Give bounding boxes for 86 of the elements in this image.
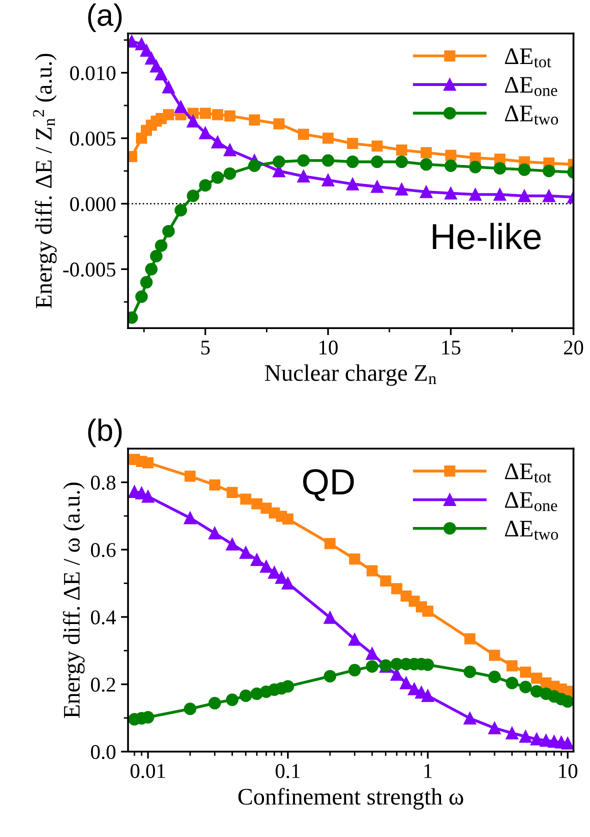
legend-label: ΔE$_{one}$ — [504, 492, 558, 512]
x-tick-label: 15 — [442, 340, 460, 355]
point — [420, 158, 432, 171]
point — [444, 159, 458, 172]
annotation: He-like — [432, 222, 541, 250]
point — [444, 186, 458, 200]
y-axis-title: Energy diff. ΔE / Z$_{n}$$^{2}$ (a.u.) — [33, 54, 57, 308]
y-axis-title: Energy diff. ΔE / ω (a.u.) — [62, 482, 85, 718]
legend-label: ΔE$_{one}$ — [504, 76, 558, 96]
x-tick-label: 10 — [559, 764, 578, 778]
point — [162, 109, 174, 120]
chart-title: (b) — [88, 418, 122, 448]
point — [272, 156, 286, 168]
point — [372, 140, 383, 152]
x-tick-label: 5 — [201, 340, 210, 355]
y-tick-label: 0.4 — [90, 610, 116, 624]
legend-label: ΔE$_{two}$ — [504, 520, 558, 540]
point — [347, 138, 358, 150]
x-axis-title: Confinement strength ω — [238, 788, 464, 810]
y-tick-label: 0.0 — [90, 745, 116, 760]
point — [346, 156, 359, 168]
x-tick-label: 0.01 — [130, 764, 165, 778]
point — [186, 190, 200, 202]
point — [445, 150, 456, 161]
point — [518, 163, 531, 176]
point — [395, 183, 408, 196]
point — [322, 132, 334, 144]
chart-title: (a) — [88, 4, 122, 32]
y-tick-label: 0.8 — [90, 476, 116, 490]
point — [297, 170, 310, 182]
x-tick-label: 20 — [564, 340, 584, 355]
point — [135, 290, 148, 303]
point — [145, 262, 158, 276]
point — [224, 110, 236, 122]
point — [469, 188, 482, 201]
legend-label: ΔE$_{two}$ — [504, 106, 558, 125]
point — [297, 154, 310, 167]
point — [396, 144, 408, 156]
point — [224, 144, 236, 156]
point — [199, 179, 212, 192]
point — [542, 164, 556, 178]
y-tick-label: 0.6 — [90, 543, 116, 558]
point — [469, 160, 482, 174]
y-tick-label: 0.000 — [70, 197, 116, 212]
point — [395, 156, 408, 168]
point — [224, 167, 236, 180]
legend-label: ΔE$_{tot}$ — [504, 464, 552, 483]
point — [346, 178, 359, 190]
point — [248, 159, 261, 172]
annotation: QD — [303, 469, 354, 502]
point — [273, 118, 285, 130]
point — [420, 186, 432, 198]
x-axis-title: Nuclear charge Z$_{n}$ — [264, 364, 436, 386]
point — [162, 224, 175, 238]
y-tick-label: -0.005 — [63, 262, 116, 277]
point — [186, 114, 200, 128]
point — [494, 162, 506, 175]
point — [162, 80, 175, 94]
y-tick-label: 0.010 — [70, 66, 116, 80]
point — [211, 136, 224, 148]
y-tick-label: 0.005 — [70, 132, 116, 146]
point — [370, 156, 384, 168]
point — [174, 204, 188, 217]
point — [494, 188, 506, 201]
point — [518, 190, 531, 202]
x-tick-label: 10 — [319, 340, 338, 355]
y-tick-label: 0.2 — [90, 678, 116, 692]
point — [322, 174, 334, 186]
point — [174, 100, 188, 114]
point — [150, 250, 163, 262]
legend-label: ΔE$_{tot}$ — [504, 48, 552, 68]
point — [322, 154, 334, 167]
point — [154, 68, 168, 80]
point — [542, 190, 556, 202]
point — [200, 108, 211, 119]
x-tick-label: 0.1 — [276, 764, 300, 778]
point — [212, 109, 224, 120]
point — [248, 114, 260, 126]
point — [154, 239, 168, 252]
point — [298, 128, 310, 140]
point — [140, 276, 153, 289]
point — [370, 180, 384, 193]
point — [199, 126, 212, 140]
point — [211, 171, 224, 184]
x-tick-label: 1 — [424, 764, 432, 778]
point — [420, 147, 432, 158]
